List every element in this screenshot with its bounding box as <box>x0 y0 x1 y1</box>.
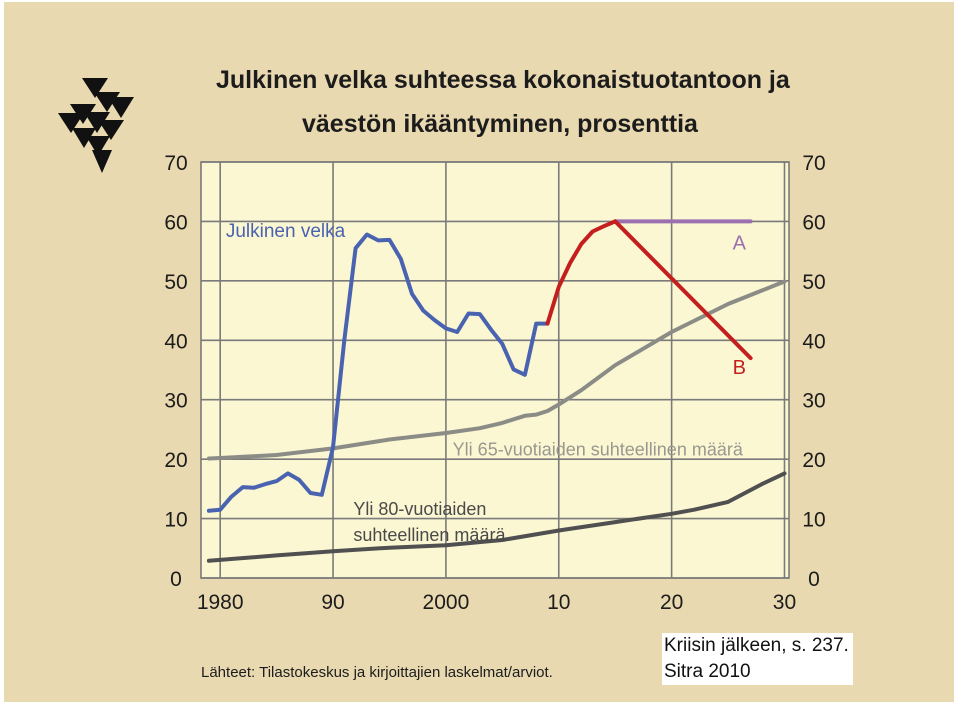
annotations: Julkinen velka A B Yli 65-vuotiaiden suhtee… <box>226 221 747 545</box>
annotation-label: A <box>733 232 747 254</box>
y-tick-label-right: 70 <box>802 152 825 175</box>
logo-triangle <box>98 120 124 140</box>
annotation-label: Julkinen velka <box>226 221 346 242</box>
series-line-age65 <box>206 279 787 461</box>
y-tick-label-right: 0 <box>808 568 820 591</box>
y-tick-label-right: 30 <box>802 390 825 413</box>
citation-box: Kriisin jälkeen, s. 237. Sitra 2010 <box>662 633 853 685</box>
annotation-label: B <box>733 357 746 379</box>
plot-border <box>200 161 790 579</box>
x-tick-label: 30 <box>773 591 796 614</box>
logo-triangle <box>82 78 108 98</box>
series-group <box>206 219 787 563</box>
series-line-debt-projection <box>545 219 618 326</box>
logo-triangle <box>108 97 134 118</box>
x-tick-label: 20 <box>660 591 683 614</box>
logo-triangle <box>84 112 110 133</box>
y-tick-label-left: 10 <box>164 509 187 532</box>
y-tick-label-right: 10 <box>802 509 825 532</box>
y-tick-label-left: 0 <box>170 568 182 591</box>
logo-triangle <box>86 136 110 156</box>
y-axis-right: 0 10 20 30 40 50 60 70 <box>802 152 825 591</box>
logo-triangle <box>70 104 96 124</box>
logo-triangle <box>92 150 112 173</box>
source-note: Lähteet: Tilastokeskus ja kirjoittajien … <box>201 664 553 681</box>
y-axis-left: 0 10 20 30 40 50 60 70 <box>164 152 187 591</box>
chart-title-line1: Julkinen velka suhteessa kokonaistuotant… <box>216 66 790 94</box>
y-tick-label-left: 30 <box>164 390 187 413</box>
logo-triangle <box>72 128 96 148</box>
series-line-debt <box>206 232 550 513</box>
y-tick-label-right: 60 <box>802 211 825 234</box>
citation-line2: Sitra 2010 <box>664 661 751 682</box>
y-tick-label-left: 20 <box>164 449 187 472</box>
y-tick-label-left: 40 <box>164 330 187 353</box>
y-tick-label-left: 50 <box>164 271 187 294</box>
y-tick-label-right: 50 <box>802 271 825 294</box>
y-tick-label-left: 70 <box>164 152 187 175</box>
annotation-label: Yli 80-vuotiaiden <box>353 499 486 519</box>
y-tick-label-right: 40 <box>802 330 825 353</box>
y-tick-label-left: 60 <box>164 211 187 234</box>
x-tick-label: 2000 <box>423 591 470 614</box>
series-line-age80 <box>206 471 787 563</box>
citation-line1: Kriisin jälkeen, s. 237. <box>664 635 849 656</box>
logo <box>58 78 134 173</box>
series-line-scenario-b <box>613 219 753 361</box>
x-tick-label: 10 <box>547 591 570 614</box>
x-tick-label: 90 <box>321 591 344 614</box>
x-tick-label: 1980 <box>197 591 244 614</box>
annotation-label: Yli 65-vuotiaiden suhteellinen määrä <box>453 440 744 460</box>
annotation-label: suhteellinen määrä <box>353 525 506 545</box>
chart-title-line2: väestön ikääntyminen, prosenttia <box>302 110 698 138</box>
y-tick-label-right: 20 <box>802 449 825 472</box>
x-axis: 1980 90 2000 10 20 30 <box>197 591 796 614</box>
logo-triangle <box>58 113 84 133</box>
